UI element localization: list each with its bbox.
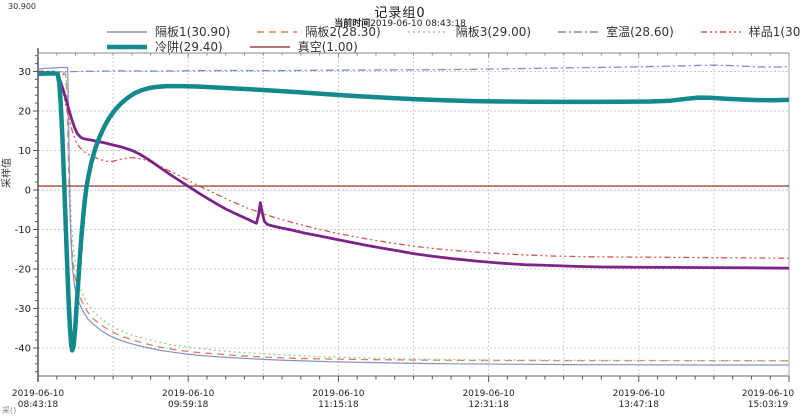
y-tick-label: 10 [18, 146, 31, 157]
legend-row: 冷阱(29.40) 真空(1.00) [106, 39, 800, 54]
x-tick-time: 08:43:18 [17, 400, 59, 410]
x-tick-time: 09:59:18 [167, 400, 209, 410]
x-tick-date: 2019-06-10 [741, 389, 795, 399]
series-baffle3 [37, 72, 790, 362]
y-tick-label: 0 [25, 186, 31, 197]
legend-item-vacuum: 真空(1.00) [249, 38, 358, 55]
legend: 隔板1(30.90) 隔板2(28.30) 隔板3(29.00) 室温(28.60) 样… [106, 24, 800, 54]
legend-item-baffle3: 隔板3(29.00) [407, 23, 531, 40]
x-tick-date: 2019-06-10 [11, 389, 65, 399]
x-tick-label: 2019-06-10 09:59:18 [162, 389, 214, 411]
x-tick-label: 2019-06-10 13:47:18 [613, 389, 665, 411]
legend-label-vacuum: 真空(1.00) [297, 40, 358, 54]
series-sample2 [38, 71, 790, 270]
legend-line-sample-sample1 [700, 30, 741, 33]
current-time-value: 2019-06-10 08:43:18 [370, 19, 466, 29]
y-tick-label: -20 [15, 265, 31, 276]
x-tick-date: 2019-06-10 [462, 389, 515, 399]
legend-label-baffle1: 隔板1(30.90) [155, 25, 231, 39]
x-tick-date: 2019-06-10 [312, 389, 365, 399]
legend-item-room: 室温(28.60) [557, 23, 674, 40]
legend-line-sample-room [558, 30, 599, 33]
legend-line-sample-baffle3 [407, 30, 448, 33]
y-tick-label: -10 [15, 225, 31, 236]
x-tick-date: 2019-06-10 [612, 389, 665, 399]
chart-title: 记录组0 [374, 6, 426, 21]
legend-label-sample1: 样品1(30.20) [748, 25, 800, 39]
legend-item-baffle2: 隔板2(28.30) [256, 23, 381, 40]
top-left-readout: 30.900 [8, 2, 36, 11]
legend-label-baffle2: 隔板2(28.30) [305, 25, 381, 39]
legend-item-coldtrap: 冷阱(29.40) [106, 38, 223, 55]
x-tick-label: 2019-06-10 11:15:18 [312, 389, 364, 411]
legend-line-sample-coldtrap [107, 44, 147, 49]
y-tick-label: 20 [18, 107, 31, 118]
y-tick-label: -40 [15, 344, 31, 355]
x-tick-time: 11:15:18 [318, 400, 359, 410]
legend-item-sample1: 样品1(30.20) [700, 23, 800, 40]
legend-line-sample-baffle1 [107, 30, 147, 33]
x-tick-time: 12:31:18 [468, 400, 509, 410]
series-coldtrap [37, 71, 790, 353]
bottom-left-clipped-text: 采() [2, 406, 17, 415]
legend-line-sample-baffle2 [257, 30, 298, 33]
y-tick-label: -30 [15, 304, 31, 315]
y-axis-title: 采样值 [0, 158, 13, 188]
legend-label-baffle3: 隔板3(29.00) [455, 25, 532, 39]
x-tick-label: 2019-06-10 15:03:19 [742, 389, 794, 411]
legend-row: 隔板1(30.90) 隔板2(28.30) 隔板3(29.00) 室温(28.60) 样… [106, 24, 800, 39]
series-baffle1 [37, 66, 789, 366]
series-sample1 [38, 70, 790, 259]
x-tick-time: 15:03:19 [747, 400, 789, 410]
y-tick-label: 30 [18, 67, 31, 78]
x-tick-time: 13:47:18 [618, 400, 659, 410]
x-tick-label: 2019-06-10 08:43:18 [12, 389, 64, 411]
legend-item-baffle1: 隔板1(30.90) [106, 23, 230, 40]
legend-label-room: 室温(28.60) [606, 25, 674, 39]
legend-label-coldtrap: 冷阱(29.40) [155, 40, 223, 54]
x-tick-label: 2019-06-10 12:31:18 [462, 389, 514, 411]
current-time-label: 当前时间 [334, 19, 371, 29]
current-time: 当前时间2019-06-10 08:43:18 [0, 16, 800, 29]
x-tick-date: 2019-06-10 [162, 389, 215, 399]
legend-line-sample-vacuum [249, 45, 290, 48]
series-room [37, 64, 790, 76]
